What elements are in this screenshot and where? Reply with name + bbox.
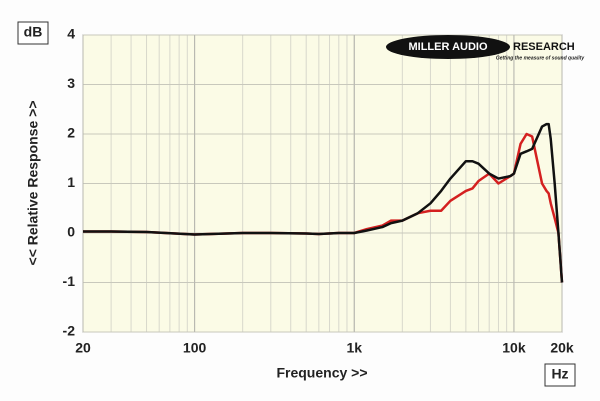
x-axis-label: Frequency >> (276, 365, 367, 381)
x-tick-label: 10k (502, 340, 526, 356)
logo-tagline: Getting the measure of sound quality (496, 55, 585, 61)
unit-box (17, 21, 49, 45)
y-unit: dB (24, 24, 43, 40)
tick-labels: -2 -1 0 1 2 3 4 20 100 1k 10k 20k (63, 26, 574, 356)
x-tick-label: 100 (183, 340, 207, 356)
x-tick-label: 1k (346, 340, 362, 356)
y-axis-label: << Relative Response >> (25, 101, 41, 266)
logo-ellipse (386, 35, 510, 59)
y-tick-label: 2 (67, 125, 75, 141)
x-tick-label: 20 (75, 340, 91, 356)
logo-text: MILLER AUDIO (408, 41, 487, 53)
unit-box (544, 363, 576, 387)
lines (83, 122, 564, 283)
y-tick-label: 3 (67, 75, 75, 91)
x-unit: Hz (551, 366, 568, 382)
y-tick-label: 1 (67, 174, 75, 190)
y-tick-label: 4 (67, 26, 75, 42)
grid (82, 34, 563, 333)
x-tick-label: 20k (550, 340, 574, 356)
y-tick-label: 0 (67, 224, 75, 240)
series-line (83, 122, 564, 283)
y-tick-label: -2 (63, 323, 76, 339)
logo-text: RESEARCH (513, 41, 575, 53)
y-tick-label: -1 (63, 273, 76, 289)
